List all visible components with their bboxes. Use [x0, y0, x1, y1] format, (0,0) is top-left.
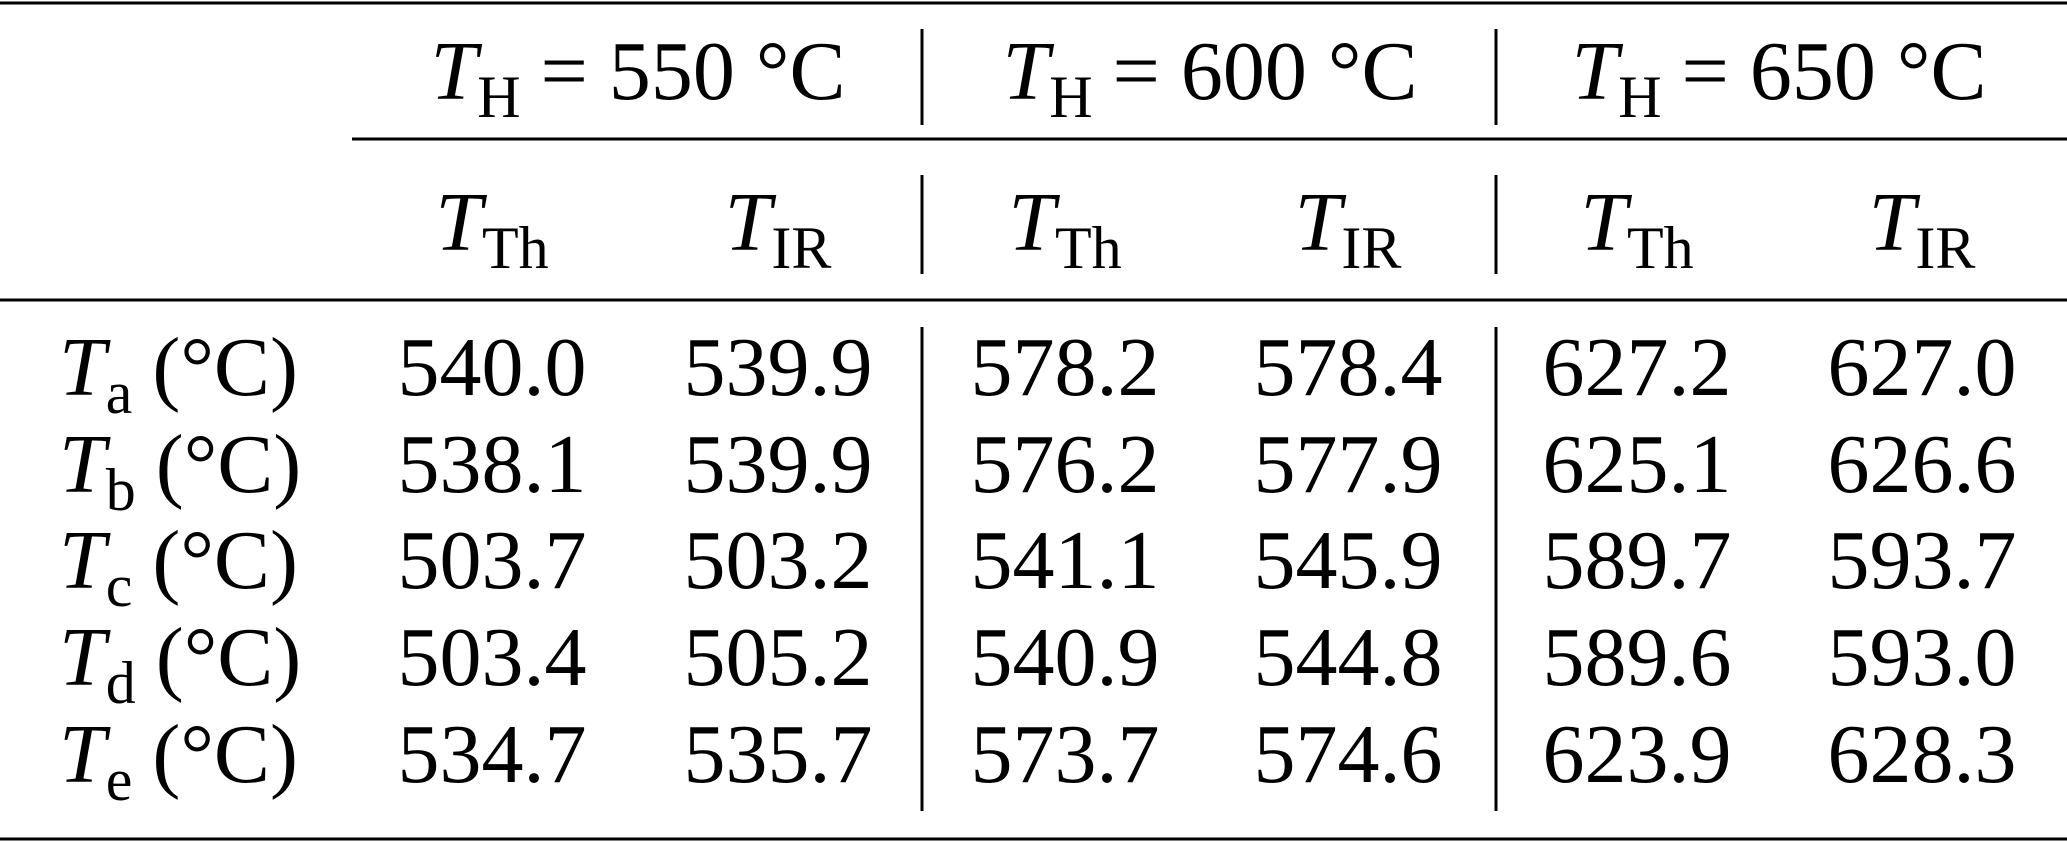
text: = 550 °C — [541, 25, 846, 118]
row-label: Tb (°C) — [59, 418, 301, 523]
cell: 503.2 — [684, 514, 873, 607]
text: (°C) — [156, 611, 302, 704]
cell: 539.9 — [684, 321, 873, 414]
text: = 600 °C — [1113, 25, 1418, 118]
text: (°C) — [156, 418, 302, 511]
cell: 578.2 — [971, 321, 1160, 414]
cell: 503.7 — [398, 514, 587, 607]
symbol: T — [430, 25, 482, 118]
row-label: Tc (°C) — [59, 514, 298, 619]
symbol: T — [59, 418, 111, 511]
cell: 577.9 — [1254, 418, 1443, 511]
symbol: T — [1002, 25, 1054, 118]
cell: 539.9 — [684, 418, 873, 511]
subscript: IR — [771, 215, 831, 281]
group-header: TH = 600 °C — [1002, 25, 1417, 130]
cell: 574.6 — [1254, 708, 1443, 801]
symbol: T — [725, 176, 777, 269]
subscript: H — [1049, 64, 1092, 130]
cell: 540.0 — [398, 321, 587, 414]
column-header: TTh — [435, 176, 548, 281]
cell: 535.7 — [684, 708, 873, 801]
row-label: Te (°C) — [59, 708, 298, 813]
column-header: TIR — [725, 176, 832, 281]
symbol: T — [1008, 176, 1060, 269]
text: (°C) — [152, 708, 298, 801]
cell: 625.1 — [1543, 418, 1732, 511]
cell: 576.2 — [971, 418, 1160, 511]
subscript: a — [106, 360, 133, 426]
cell: 627.0 — [1828, 321, 2017, 414]
subscript: H — [477, 64, 520, 130]
cell: 541.1 — [971, 514, 1160, 607]
text: = 650 °C — [1682, 25, 1987, 118]
cell: 534.7 — [398, 708, 587, 801]
cell: 505.2 — [684, 611, 873, 704]
subscript: Th — [482, 215, 549, 281]
symbol: T — [1295, 176, 1347, 269]
cell: 544.8 — [1254, 611, 1443, 704]
row-label: Ta (°C) — [59, 321, 298, 426]
cell: 627.2 — [1543, 321, 1732, 414]
subscript: IR — [1341, 215, 1401, 281]
subscript: c — [106, 553, 133, 619]
cell: 593.0 — [1828, 611, 2017, 704]
symbol: T — [435, 176, 487, 269]
subscript: Th — [1055, 215, 1122, 281]
cell: 538.1 — [398, 418, 587, 511]
symbol: T — [1869, 176, 1921, 269]
subscript: d — [106, 650, 136, 716]
subscript: b — [106, 457, 136, 523]
cell: 628.3 — [1828, 708, 2017, 801]
cell: 623.9 — [1543, 708, 1732, 801]
cell: 545.9 — [1254, 514, 1443, 607]
group-header: TH = 650 °C — [1571, 25, 1986, 130]
column-header: TIR — [1295, 176, 1402, 281]
cell: 589.6 — [1543, 611, 1732, 704]
symbol: T — [59, 708, 111, 801]
text: (°C) — [152, 321, 298, 414]
cell: 540.9 — [971, 611, 1160, 704]
subscript: Th — [1627, 215, 1694, 281]
group-header: TH = 550 °C — [430, 25, 845, 130]
text: (°C) — [152, 514, 298, 607]
symbol: T — [1571, 25, 1623, 118]
column-header: TTh — [1580, 176, 1693, 281]
symbol: T — [59, 321, 111, 414]
cell: 593.7 — [1828, 514, 2017, 607]
cell: 578.4 — [1254, 321, 1443, 414]
column-separators — [920, 29, 1498, 811]
column-header: TIR — [1869, 176, 1976, 281]
cell: 573.7 — [971, 708, 1160, 801]
symbol: T — [1580, 176, 1632, 269]
subscript: IR — [1915, 215, 1975, 281]
symbol: T — [59, 514, 111, 607]
cell: 503.4 — [398, 611, 587, 704]
row-label: Td (°C) — [59, 611, 301, 716]
symbol: T — [59, 611, 111, 704]
cell: 589.7 — [1543, 514, 1732, 607]
subscript: e — [106, 747, 133, 813]
column-header: TTh — [1008, 176, 1121, 281]
cell: 626.6 — [1828, 418, 2017, 511]
subscript: H — [1618, 64, 1661, 130]
